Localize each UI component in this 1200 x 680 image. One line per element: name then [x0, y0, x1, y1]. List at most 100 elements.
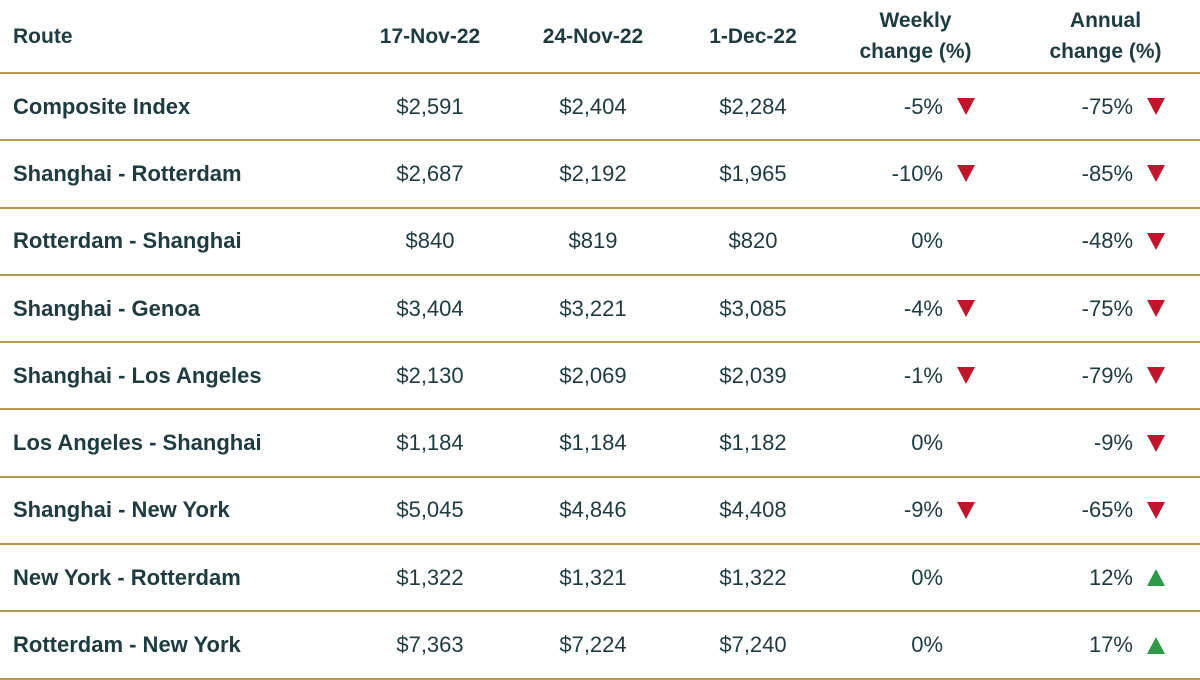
rate-24-nov-22: $2,192 [559, 160, 627, 186]
rate-17-nov-22: $1,184 [396, 430, 464, 456]
table-row: Los Angeles - Shanghai $1,184 $1,184 $1,182… [0, 411, 1200, 478]
weekly-change-value: -4% [903, 295, 943, 321]
annual-change-cell: -48% [1028, 209, 1183, 274]
weekly-change-value: -10% [891, 160, 943, 186]
annual-change-value: -65% [1081, 497, 1133, 523]
rate-1-dec-22: $3,085 [719, 295, 787, 321]
annual-change-cell: -9% [1028, 411, 1183, 476]
rate-17-nov-22: $2,130 [396, 362, 464, 388]
rate-24-nov-22: $819 [568, 228, 618, 254]
weekly-change-value: -9% [903, 497, 943, 523]
annual-change-cell: 12% [1028, 545, 1183, 610]
rate-1-dec-22: $7,240 [719, 632, 787, 658]
header-weekly-line2: change (%) [859, 40, 972, 63]
down-triangle-icon [1147, 232, 1165, 250]
annual-change-value: -9% [1093, 430, 1133, 456]
rate-17-nov-22: $7,363 [396, 632, 464, 658]
header-weekly-change: Weekly change (%) [838, 0, 993, 72]
annual-change-cell: -79% [1028, 343, 1183, 408]
weekly-change-cell: -10% [838, 141, 993, 206]
route-name: Shanghai - Rotterdam [13, 160, 242, 186]
table-row: Composite Index $2,591 $2,404 $2,284 -5% -75% [0, 74, 1200, 142]
down-triangle-icon [957, 165, 975, 183]
header-date-1: 17-Nov-22 [379, 24, 481, 48]
down-triangle-icon [957, 501, 975, 519]
weekly-change-cell: -4% [838, 276, 993, 341]
rate-17-nov-22: $2,591 [396, 93, 464, 119]
weekly-change-value: 0% [911, 430, 943, 456]
header-date-3: 1-Dec-22 [709, 24, 797, 48]
weekly-change-cell: 0% [838, 545, 993, 610]
table-row: Rotterdam - New York $7,363 $7,224 $7,240 0%… [0, 612, 1200, 680]
rate-24-nov-22: $3,221 [559, 295, 627, 321]
weekly-change-value: 0% [911, 228, 943, 254]
annual-change-value: -79% [1081, 362, 1133, 388]
rate-1-dec-22: $2,039 [719, 362, 787, 388]
down-triangle-icon [957, 367, 975, 385]
up-triangle-icon [1147, 636, 1165, 654]
annual-change-value: 12% [1088, 564, 1133, 590]
down-triangle-icon [1147, 501, 1165, 519]
rate-24-nov-22: $4,846 [559, 497, 627, 523]
table-row: Shanghai - Los Angeles $2,130 $2,069 $2,039… [0, 343, 1200, 411]
rate-17-nov-22: $840 [405, 228, 455, 254]
annual-change-cell: -85% [1028, 141, 1183, 206]
rate-1-dec-22: $820 [728, 228, 778, 254]
header-annual-change: Annual change (%) [1028, 0, 1183, 72]
down-triangle-icon [1147, 367, 1165, 385]
route-name: Shanghai - Los Angeles [13, 362, 262, 388]
rate-17-nov-22: $2,687 [396, 160, 464, 186]
table-row: Shanghai - Genoa $3,404 $3,221 $3,085 -4% -75… [0, 276, 1200, 344]
annual-change-value: -48% [1081, 228, 1133, 254]
weekly-change-cell: 0% [838, 612, 993, 677]
down-triangle-icon [957, 300, 975, 318]
weekly-change-value: 0% [911, 632, 943, 658]
route-name: Composite Index [13, 93, 191, 119]
annual-change-cell: 17% [1028, 612, 1183, 677]
down-triangle-icon [957, 98, 975, 116]
weekly-change-cell: -1% [838, 343, 993, 408]
rate-24-nov-22: $1,321 [559, 564, 627, 590]
weekly-change-cell: 0% [838, 209, 993, 274]
down-triangle-icon [1147, 165, 1165, 183]
table-row: Shanghai - New York $5,045 $4,846 $4,408 -9%… [0, 478, 1200, 546]
rate-1-dec-22: $1,965 [719, 160, 787, 186]
table-row: Shanghai - Rotterdam $2,687 $2,192 $1,965 -1… [0, 141, 1200, 209]
weekly-change-cell: -5% [838, 74, 993, 139]
route-name: Rotterdam - New York [13, 632, 241, 658]
down-triangle-icon [1147, 300, 1165, 318]
rate-24-nov-22: $2,069 [559, 362, 627, 388]
route-name: Shanghai - New York [13, 497, 230, 523]
rate-17-nov-22: $3,404 [396, 295, 464, 321]
annual-change-value: 17% [1088, 632, 1133, 658]
rate-17-nov-22: $5,045 [396, 497, 464, 523]
route-name: Los Angeles - Shanghai [13, 430, 262, 456]
route-name: New York - Rotterdam [13, 564, 241, 590]
header-route: Route [13, 24, 73, 48]
table-row: New York - Rotterdam $1,322 $1,321 $1,322 0%… [0, 545, 1200, 613]
table-header-row: Route 17-Nov-22 24-Nov-22 1-Dec-22 Weekl… [0, 0, 1200, 74]
down-triangle-icon [1147, 434, 1165, 452]
weekly-change-value: -1% [903, 362, 943, 388]
weekly-change-cell: 0% [838, 411, 993, 476]
annual-change-cell: -75% [1028, 74, 1183, 139]
header-date-2: 24-Nov-22 [542, 24, 644, 48]
rate-1-dec-22: $4,408 [719, 497, 787, 523]
annual-change-cell: -65% [1028, 478, 1183, 543]
rate-17-nov-22: $1,322 [396, 564, 464, 590]
rate-1-dec-22: $2,284 [719, 93, 787, 119]
weekly-change-value: 0% [911, 564, 943, 590]
rate-24-nov-22: $2,404 [559, 93, 627, 119]
rate-24-nov-22: $1,184 [559, 430, 627, 456]
rate-1-dec-22: $1,182 [719, 430, 787, 456]
weekly-change-value: -5% [903, 93, 943, 119]
annual-change-value: -85% [1081, 160, 1133, 186]
table-row: Rotterdam - Shanghai $840 $819 $820 0% -48% [0, 209, 1200, 276]
header-annual-line2: change (%) [1049, 40, 1162, 63]
rate-24-nov-22: $7,224 [559, 632, 627, 658]
annual-change-cell: -75% [1028, 276, 1183, 341]
header-annual-line1: Annual [1069, 9, 1142, 32]
annual-change-value: -75% [1081, 93, 1133, 119]
up-triangle-icon [1147, 569, 1165, 587]
